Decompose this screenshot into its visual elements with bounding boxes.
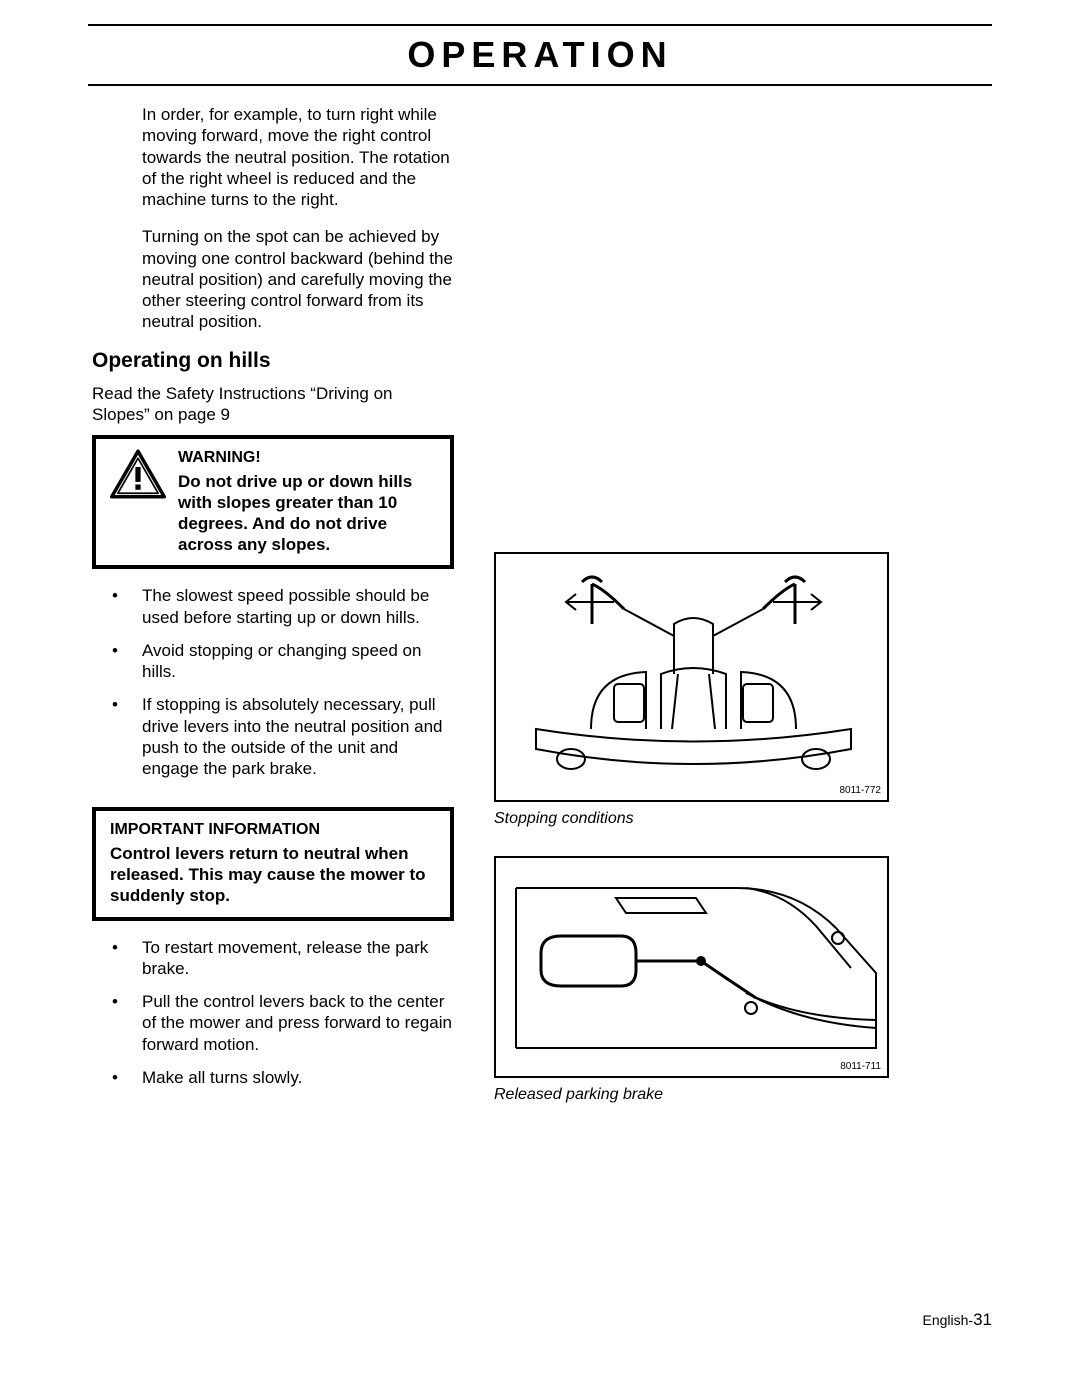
- list-item: Make all turns slowly.: [92, 1067, 454, 1088]
- intro-para-2: Turning on the spot can be achieved by m…: [142, 226, 458, 332]
- list-item: The slowest speed possible should be use…: [92, 585, 454, 628]
- two-column-layout: In order, for example, to turn right whi…: [88, 104, 992, 1132]
- warning-text: Do not drive up or down hills with slope…: [178, 471, 436, 555]
- list-item: To restart movement, release the park br…: [92, 937, 454, 980]
- footer-page-number: 31: [973, 1310, 992, 1329]
- page-content: OPERATION In order, for example, to turn…: [88, 24, 992, 1132]
- figure-released-parking-brake: 8011-711: [494, 856, 889, 1078]
- parking-brake-illustration: [496, 858, 891, 1080]
- intro-para-1: In order, for example, to turn right whi…: [142, 104, 458, 210]
- bullet-list-b: To restart movement, release the park br…: [92, 937, 454, 1089]
- info-head: IMPORTANT INFORMATION: [110, 821, 436, 839]
- stopping-conditions-illustration: [496, 554, 891, 804]
- warning-head: WARNING!: [178, 449, 436, 467]
- list-item: Avoid stopping or changing speed on hill…: [92, 640, 454, 683]
- left-column: In order, for example, to turn right whi…: [88, 104, 458, 1132]
- warning-content: WARNING! Do not drive up or down hills w…: [178, 449, 436, 555]
- section-heading: Operating on hills: [92, 349, 458, 373]
- figure-caption: Stopping conditions: [494, 810, 889, 828]
- right-column-spacer: [494, 104, 889, 552]
- figure-number: 8011-711: [840, 1061, 881, 1072]
- page-title: OPERATION: [88, 26, 992, 78]
- figure-caption: Released parking brake: [494, 1086, 889, 1104]
- rule-bottom: [88, 84, 992, 86]
- right-column: 8011-772 Stopping conditions: [494, 104, 889, 1132]
- page-footer: English-31: [88, 1310, 992, 1330]
- list-item: If stopping is absolutely necessary, pul…: [92, 694, 454, 779]
- warning-box: WARNING! Do not drive up or down hills w…: [92, 435, 454, 569]
- list-item: Pull the control levers back to the cent…: [92, 991, 454, 1055]
- warning-triangle-icon: [110, 449, 166, 504]
- important-info-box: IMPORTANT INFORMATION Control levers ret…: [92, 807, 454, 920]
- footer-prefix: English-: [922, 1312, 973, 1328]
- info-text: Control levers return to neutral when re…: [110, 843, 436, 906]
- section-lead: Read the Safety Instructions “Driving on…: [92, 383, 452, 426]
- figure-number: 8011-772: [839, 785, 881, 796]
- bullet-list-a: The slowest speed possible should be use…: [92, 585, 454, 779]
- figure-stopping-conditions: 8011-772: [494, 552, 889, 802]
